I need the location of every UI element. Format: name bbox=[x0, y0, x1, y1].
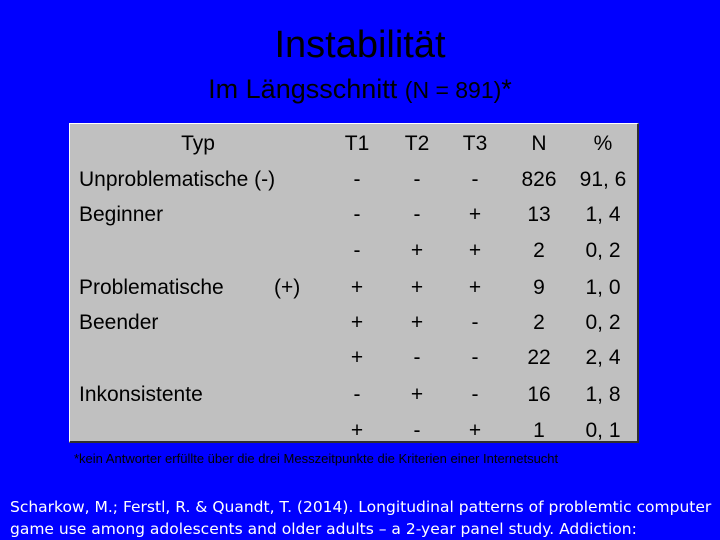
header-t1: T1 bbox=[344, 132, 370, 155]
subtitle-main: Im Längsschnitt bbox=[208, 74, 398, 104]
cell-n: 1 bbox=[533, 419, 545, 442]
cell-t1: + bbox=[350, 346, 364, 369]
slide-subtitle: Im Längsschnitt (N = 891)* bbox=[0, 74, 720, 105]
header-t3: T3 bbox=[462, 132, 488, 155]
cell-percent: 0, 1 bbox=[585, 419, 621, 442]
header-percent: % bbox=[593, 132, 613, 155]
cell-percent: 0, 2 bbox=[585, 239, 621, 262]
cell-percent: 91, 6 bbox=[579, 168, 627, 191]
subtitle-sample-size: (N = 891) bbox=[404, 77, 502, 103]
cell-percent: 0, 2 bbox=[585, 311, 621, 334]
cell-percent: 1, 4 bbox=[585, 203, 621, 226]
cell-t2: - bbox=[413, 346, 421, 369]
cell-t3: + bbox=[468, 276, 482, 299]
cell-t2: + bbox=[410, 276, 424, 299]
header-n: N bbox=[531, 132, 547, 155]
cell-t3: - bbox=[471, 346, 479, 369]
group-inkonsistente: Inkonsistente bbox=[79, 383, 203, 406]
cell-t1: - bbox=[353, 383, 361, 406]
cell-t2: - bbox=[413, 168, 421, 191]
header-typ: Typ bbox=[181, 132, 215, 155]
cell-n: 13 bbox=[527, 203, 551, 226]
subtitle-asterisk: * bbox=[501, 74, 512, 104]
cell-percent: 2, 4 bbox=[585, 346, 621, 369]
group-beginner: Beginner bbox=[79, 203, 164, 226]
cell-t3: - bbox=[471, 311, 479, 334]
citation: Scharkow, M.; Ferstl, R. & Quandt, T. (2… bbox=[10, 498, 712, 538]
cell-t1: - bbox=[353, 203, 361, 226]
cell-t1: + bbox=[350, 419, 364, 442]
cell-t1: + bbox=[350, 276, 364, 299]
results-table: Typ T1 T2 T3 N % Unproblematische (-) Be… bbox=[69, 123, 639, 443]
group-beender: Beender bbox=[79, 311, 159, 334]
cell-t2: + bbox=[410, 311, 424, 334]
cell-t3: + bbox=[468, 419, 482, 442]
slide-title: Instabilität bbox=[274, 24, 446, 66]
cell-n: 826 bbox=[521, 168, 557, 191]
group-problematische: Problematische bbox=[79, 276, 224, 299]
cell-t1: + bbox=[350, 311, 364, 334]
header-t2: T2 bbox=[404, 132, 430, 155]
group-unproblematische: Unproblematische (-) bbox=[79, 168, 276, 191]
cell-t1: - bbox=[353, 168, 361, 191]
cell-n: 2 bbox=[533, 311, 545, 334]
cell-n: 2 bbox=[533, 239, 545, 262]
group-problematische-sign: (+) bbox=[274, 276, 301, 299]
cell-t2: + bbox=[410, 383, 424, 406]
cell-t3: - bbox=[471, 383, 479, 406]
cell-n: 16 bbox=[527, 383, 551, 406]
cell-t3: - bbox=[471, 168, 479, 191]
cell-t1: - bbox=[353, 239, 361, 262]
cell-percent: 1, 0 bbox=[585, 276, 621, 299]
cell-t2: - bbox=[413, 419, 421, 442]
cell-n: 22 bbox=[527, 346, 551, 369]
cell-t2: + bbox=[410, 239, 424, 262]
footnote: *kein Antworter erfüllte über die drei M… bbox=[74, 451, 559, 466]
cell-t2: - bbox=[413, 203, 421, 226]
cell-percent: 1, 8 bbox=[585, 383, 621, 406]
cell-t3: + bbox=[468, 239, 482, 262]
cell-n: 9 bbox=[533, 276, 545, 299]
cell-t3: + bbox=[468, 203, 482, 226]
